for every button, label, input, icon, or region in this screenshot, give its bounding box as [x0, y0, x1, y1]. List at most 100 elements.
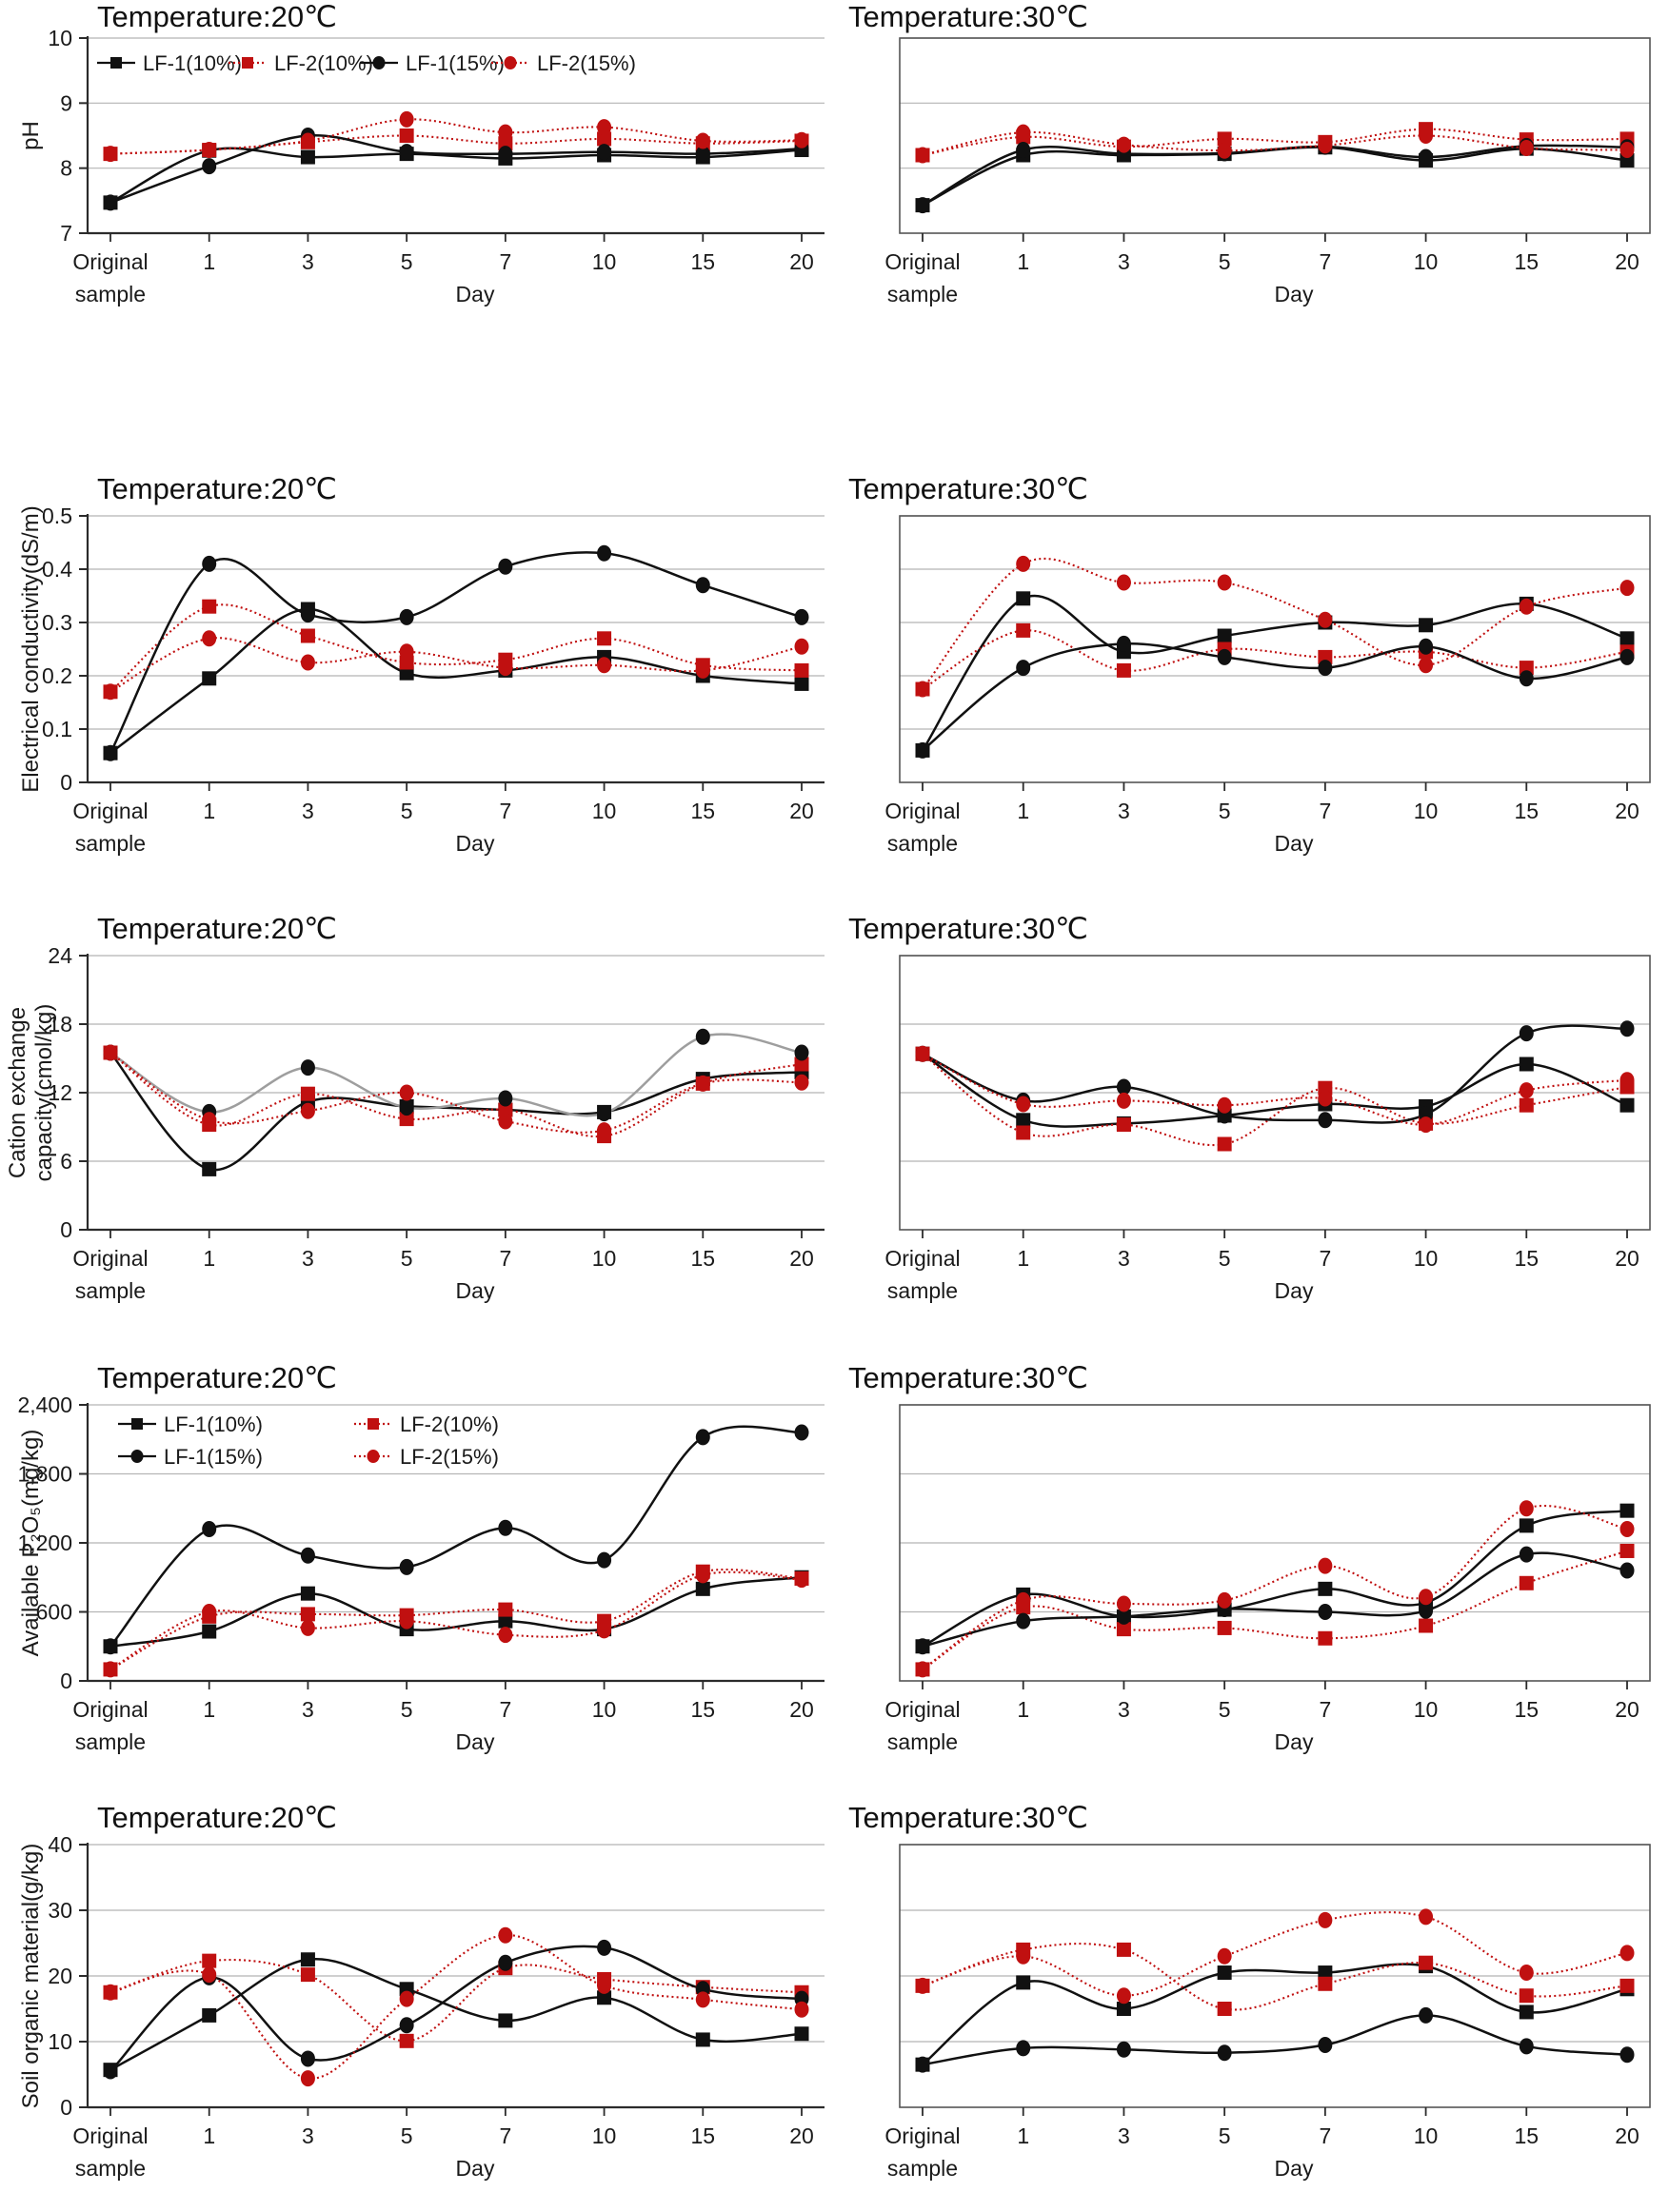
svg-text:20: 20 [789, 1697, 814, 1722]
svg-text:2,400: 2,400 [17, 1392, 72, 1417]
svg-text:1: 1 [203, 249, 215, 274]
svg-text:3: 3 [302, 249, 314, 274]
chart-ph-20c: Temperature:20℃ 7 8 9 10 pH Original sample 1 3 5… [0, 0, 834, 316]
svg-text:0.3: 0.3 [42, 610, 72, 635]
svg-text:7: 7 [60, 221, 72, 246]
svg-text:5: 5 [401, 799, 413, 823]
svg-text:8: 8 [60, 156, 72, 181]
svg-text:sample: sample [887, 2156, 958, 2181]
svg-text:7: 7 [499, 249, 511, 274]
svg-text:3: 3 [1118, 249, 1130, 274]
svg-text:7: 7 [1319, 799, 1331, 823]
svg-text:Available P₂O₅(mg/kg): Available P₂O₅(mg/kg) [18, 1430, 44, 1657]
svg-text:sample: sample [887, 1729, 958, 1754]
svg-text:1: 1 [1017, 2123, 1029, 2148]
svg-text:Day: Day [456, 2156, 495, 2181]
svg-text:20: 20 [789, 799, 814, 823]
svg-text:5: 5 [1219, 1246, 1231, 1271]
svg-text:7: 7 [499, 1697, 511, 1722]
chart-title: Temperature:20℃ [97, 1801, 337, 1834]
chart-canvas: 0 6 12 18 24 Cation exchange capacity(cmol/kg)… [5, 943, 825, 1303]
svg-text:7: 7 [1319, 1697, 1331, 1722]
svg-text:10: 10 [592, 2123, 617, 2148]
svg-text:LF-1(10%): LF-1(10%) [164, 1412, 263, 1436]
chart-canvas: Original sample 1 3 5 7 10 15 20 Day [884, 955, 1651, 1303]
svg-text:5: 5 [1219, 1697, 1231, 1722]
svg-text:20: 20 [1615, 1697, 1639, 1722]
svg-text:Day: Day [1275, 1278, 1314, 1303]
svg-text:20: 20 [1615, 2123, 1639, 2148]
svg-text:1: 1 [1017, 1697, 1029, 1722]
svg-text:15: 15 [1514, 799, 1539, 823]
svg-text:3: 3 [302, 1697, 314, 1722]
svg-text:3: 3 [1118, 799, 1130, 823]
svg-text:20: 20 [1615, 799, 1639, 823]
svg-text:15: 15 [1514, 249, 1539, 274]
chart-title: Temperature:20℃ [97, 0, 337, 33]
svg-text:15: 15 [690, 799, 715, 823]
chart-title: Temperature:30℃ [848, 1361, 1088, 1394]
svg-text:Day: Day [456, 282, 495, 306]
svg-text:Original: Original [72, 799, 148, 823]
svg-text:0.4: 0.4 [42, 557, 72, 582]
chart-ph-30c: Temperature:30℃ Original sample 1 3 5 7 10 15 20… [835, 0, 1669, 316]
svg-text:Original: Original [72, 2123, 148, 2148]
svg-text:0: 0 [60, 1669, 72, 1693]
svg-text:5: 5 [1219, 799, 1231, 823]
svg-text:Original: Original [884, 799, 960, 823]
svg-text:15: 15 [690, 249, 715, 274]
chart-title: Temperature:20℃ [97, 472, 337, 505]
svg-text:3: 3 [1118, 1697, 1130, 1722]
svg-text:9: 9 [60, 90, 72, 115]
svg-text:LF-2(10%): LF-2(10%) [400, 1412, 499, 1436]
chart-cec-30c: Temperature:30℃ Original sample 1 3 5 7 10 15 20… [835, 906, 1669, 1350]
svg-text:Day: Day [1275, 1729, 1314, 1754]
svg-text:pH: pH [18, 121, 44, 150]
svg-text:15: 15 [1514, 1246, 1539, 1271]
svg-text:15: 15 [690, 1697, 715, 1722]
svg-text:20: 20 [1615, 1246, 1639, 1271]
svg-text:3: 3 [1118, 2123, 1130, 2148]
chart-canvas: Original sample 1 3 5 7 10 15 20 Day [884, 1844, 1651, 2181]
svg-text:capacity(cmol/kg): capacity(cmol/kg) [31, 1004, 57, 1182]
svg-text:Original: Original [884, 1246, 960, 1271]
svg-text:40: 40 [48, 1832, 72, 1857]
chart-p2o5-30c: Temperature:30℃ Original sample 1 3 5 7 10 15 20… [835, 1350, 1669, 1791]
chart-ec-30c: Temperature:30℃ Original sample 1 3 5 7 10 15 20… [835, 455, 1669, 880]
svg-text:sample: sample [75, 1278, 146, 1303]
svg-text:Original: Original [884, 249, 960, 274]
svg-text:Day: Day [456, 1729, 495, 1754]
svg-text:Soil organic material(g/kg): Soil organic material(g/kg) [18, 1844, 44, 2109]
svg-text:10: 10 [592, 1697, 617, 1722]
svg-text:1,200: 1,200 [17, 1531, 72, 1555]
chart-title: Temperature:30℃ [848, 1801, 1088, 1834]
chart-canvas: Original sample 1 3 5 7 10 15 20 Day [884, 1404, 1651, 1754]
svg-text:10: 10 [592, 799, 617, 823]
svg-text:15: 15 [690, 1246, 715, 1271]
svg-text:10: 10 [592, 1246, 617, 1271]
svg-text:LF-1(15%): LF-1(15%) [164, 1445, 263, 1469]
chart-som-20c: Temperature:20℃ 0 10 20 30 40 Soil organic ma… [0, 1791, 834, 2212]
chart-title: Temperature:20℃ [97, 1361, 337, 1394]
svg-text:Original: Original [884, 2123, 960, 2148]
svg-text:18: 18 [48, 1012, 72, 1037]
chart-canvas: Original sample 1 3 5 7 10 15 20 Day [884, 515, 1651, 856]
svg-text:10: 10 [48, 2029, 72, 2054]
svg-text:20: 20 [1615, 249, 1639, 274]
svg-text:5: 5 [401, 1697, 413, 1722]
svg-text:Day: Day [1275, 2156, 1314, 2181]
svg-text:10: 10 [1414, 249, 1439, 274]
svg-text:20: 20 [789, 249, 814, 274]
svg-text:5: 5 [1219, 249, 1231, 274]
svg-text:24: 24 [48, 943, 72, 968]
svg-text:sample: sample [887, 1278, 958, 1303]
svg-text:0.2: 0.2 [42, 663, 72, 688]
svg-text:Cation exchange: Cation exchange [5, 1007, 30, 1178]
svg-text:3: 3 [302, 1246, 314, 1271]
svg-text:0: 0 [60, 1217, 72, 1242]
svg-text:10: 10 [48, 26, 72, 50]
svg-text:Original: Original [72, 1246, 148, 1271]
svg-text:7: 7 [1319, 249, 1331, 274]
